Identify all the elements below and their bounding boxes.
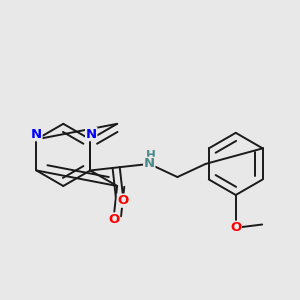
Text: O: O: [117, 194, 129, 207]
Text: N: N: [144, 158, 155, 170]
Text: N: N: [85, 128, 97, 141]
Text: O: O: [230, 221, 242, 234]
Text: N: N: [31, 128, 42, 141]
Text: O: O: [108, 213, 119, 226]
Text: H: H: [146, 149, 156, 162]
